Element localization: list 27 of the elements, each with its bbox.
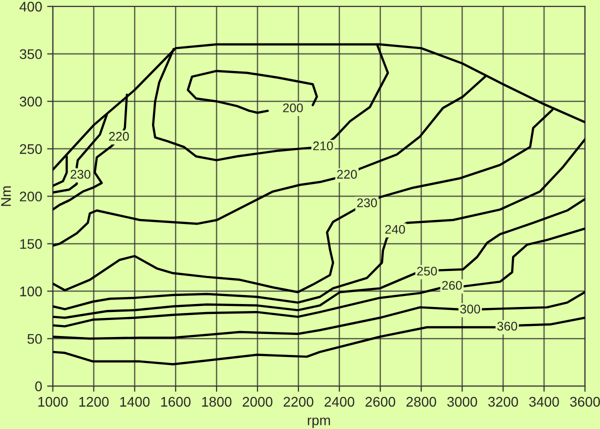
x-tick-label: 1200 [79, 396, 109, 407]
annotation: 230 [70, 170, 90, 179]
y-tick-label: 350 [20, 49, 42, 60]
x-tick-label: 1600 [161, 396, 191, 407]
y-tick-label: 150 [20, 239, 42, 249]
x-tick-label: 1400 [120, 396, 150, 407]
x-tick-label: 1000 [38, 396, 68, 407]
x-tick-label: 1800 [202, 396, 232, 407]
x-tick-label: 2200 [284, 396, 314, 407]
y-tick-label: 50 [27, 334, 42, 344]
y-tick-label: 200 [20, 192, 42, 202]
y-axis-title: Nm [1, 186, 11, 206]
annotation: 200 [283, 103, 303, 112]
x-tick-label: 2000 [242, 396, 272, 407]
y-tick-label: 250 [20, 144, 42, 154]
x-tick-label: 2800 [406, 396, 436, 407]
y-tick-label: 400 [20, 2, 42, 12]
x-tick-label: 3200 [488, 396, 518, 407]
x-tick-label: 2600 [366, 396, 396, 407]
x-tick-label: 3000 [447, 396, 478, 407]
x-tick-label: 2400 [324, 396, 354, 407]
y-tick-label: 0 [35, 381, 42, 392]
x-tick-label: 3400 [529, 396, 559, 407]
y-tick-label: 300 [20, 96, 42, 107]
y-tick-label: 100 [20, 286, 42, 296]
x-axis-title: rpm [308, 418, 330, 428]
x-tick-label: 3600 [570, 396, 600, 407]
